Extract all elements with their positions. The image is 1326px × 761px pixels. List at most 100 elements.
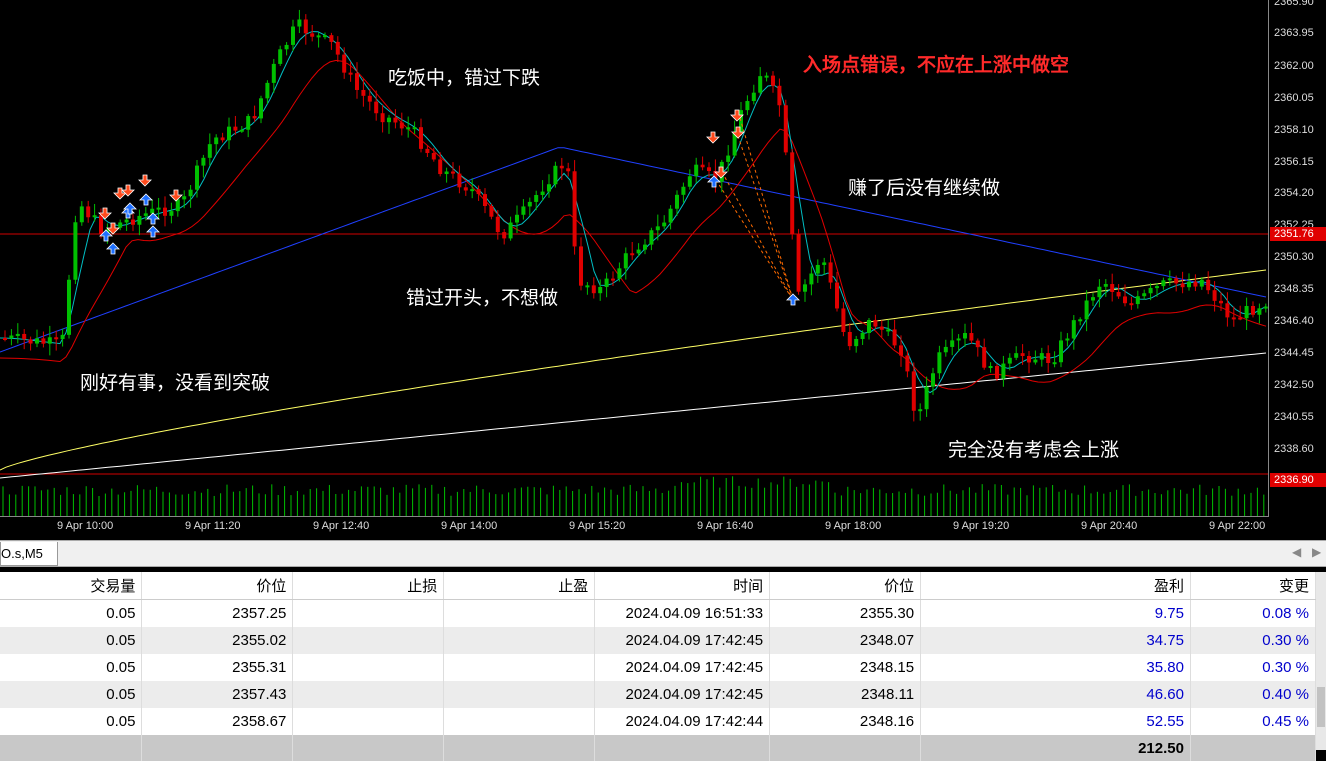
bull-candle (1257, 308, 1262, 315)
tab-chart-symbol[interactable]: O.s,M5 (0, 542, 58, 566)
price-tick: 2342.50 (1274, 379, 1314, 391)
bull-candle (1001, 363, 1006, 379)
sell-marker-icon (106, 222, 120, 235)
bull-candle (246, 116, 251, 130)
bear-candle (1110, 284, 1115, 293)
header-profit[interactable]: 盈利 (920, 572, 1191, 600)
bull-candle (809, 273, 814, 285)
buy-marker-icon (707, 175, 721, 188)
tab-scroll-right-icon[interactable]: ▶ (1312, 545, 1322, 559)
total-filler (443, 735, 596, 761)
tab-scroll-left-icon[interactable]: ◀ (1292, 545, 1302, 559)
price-chart[interactable]: 吃饭中，错过下跌 入场点错误，不应在上涨中做空 赚了后没有继续做 错过开头，不想… (0, 0, 1326, 540)
table-scrollbar-thumb[interactable] (1317, 687, 1325, 727)
bull-candle (732, 131, 737, 156)
sell-marker-icon (121, 184, 135, 197)
bear-candle (399, 122, 404, 129)
header-close-price[interactable]: 价位 (769, 572, 922, 600)
bear-candle (969, 333, 974, 341)
bull-candle (1007, 357, 1012, 364)
bull-candle (406, 127, 411, 130)
bear-candle (54, 337, 59, 340)
bear-candle (905, 355, 910, 372)
buy-marker-icon (146, 225, 160, 238)
chart-canvas[interactable] (0, 0, 1269, 516)
bull-candle (175, 199, 180, 212)
cell-profit: 35.80 (920, 654, 1191, 681)
cell-time: 2024.04.09 17:42:45 (594, 681, 771, 708)
bull-candle (943, 346, 948, 353)
buy-marker-icon (123, 202, 137, 215)
bull-candle (822, 262, 827, 265)
bull-candle (150, 208, 155, 214)
bull-candle (1167, 278, 1172, 281)
bull-candle (35, 338, 39, 344)
annotation-no-continue: 赚了后没有继续做 (848, 177, 1001, 199)
bull-candle (124, 219, 129, 223)
bear-candle (591, 285, 596, 294)
bull-candle (182, 196, 187, 200)
cell-stop-loss (292, 708, 445, 735)
price-tick: 2348.35 (1274, 283, 1314, 295)
buy-marker-icon (786, 293, 800, 306)
table-header-row: 交易量 价位 止损 止盈 时间 价位 盈利 变更 (0, 572, 1317, 600)
bear-candle (1174, 278, 1179, 284)
bull-candle (291, 26, 295, 45)
bear-candle (335, 41, 340, 55)
cell-volume: 0.05 (0, 708, 143, 735)
table-row[interactable]: 0.05 2357.43 2024.04.09 17:42:45 2348.11… (0, 681, 1317, 708)
bull-candle (137, 215, 142, 225)
time-tick: 9 Apr 11:20 (185, 520, 241, 532)
table-row[interactable]: 0.05 2357.25 2024.04.09 16:51:33 2355.30… (0, 599, 1317, 627)
table-row[interactable]: 0.05 2355.02 2024.04.09 17:42:45 2348.07… (0, 627, 1317, 654)
bear-candle (220, 137, 225, 141)
time-tick: 9 Apr 12:40 (313, 520, 370, 532)
table-scrollbar[interactable] (1316, 572, 1326, 750)
bear-candle (783, 105, 788, 153)
cell-open-price: 2357.25 (141, 599, 294, 627)
table-row[interactable]: 0.05 2355.31 2024.04.09 17:42:45 2348.15… (0, 654, 1317, 681)
bull-candle (1155, 286, 1159, 289)
bull-candle (214, 137, 219, 145)
bull-candle (956, 338, 961, 341)
bull-candle (854, 338, 859, 347)
buy-marker-icon (139, 193, 153, 206)
bear-candle (1219, 300, 1223, 304)
buy-marker-icon (99, 229, 113, 242)
cell-volume: 0.05 (0, 627, 143, 654)
bull-candle (1091, 297, 1095, 301)
time-tick: 9 Apr 18:00 (825, 520, 882, 532)
bull-candle (585, 285, 590, 288)
bear-candle (559, 165, 564, 169)
bull-candle (1039, 353, 1044, 360)
bear-candle (1180, 283, 1185, 288)
bear-candle (1238, 317, 1243, 320)
price-tick: 2340.55 (1274, 411, 1314, 423)
annotation-wrong-entry: 入场点错误，不应在上涨中做空 (803, 54, 1070, 76)
bear-candle (841, 308, 846, 332)
header-time[interactable]: 时间 (594, 572, 771, 600)
header-change[interactable]: 变更 (1190, 572, 1317, 600)
bull-candle (143, 213, 148, 216)
time-tick: 9 Apr 22:00 (1209, 520, 1266, 532)
bull-candle (387, 117, 391, 123)
table-row[interactable]: 0.05 2358.67 2024.04.09 17:42:44 2348.16… (0, 708, 1317, 735)
bull-candle (60, 334, 65, 340)
bear-candle (463, 187, 468, 191)
header-volume[interactable]: 交易量 (0, 572, 143, 600)
bull-candle (15, 333, 20, 336)
bull-candle (1142, 293, 1147, 297)
header-open-price[interactable]: 价位 (141, 572, 294, 600)
bull-candle (227, 126, 231, 141)
bear-candle (713, 171, 718, 182)
bull-candle (681, 186, 686, 195)
header-stop-loss[interactable]: 止损 (292, 572, 445, 600)
bull-candle (1084, 300, 1089, 320)
table-total-row: 212.50 (0, 735, 1317, 761)
bear-candle (41, 338, 46, 344)
bull-candle (617, 268, 622, 279)
header-take-profit[interactable]: 止盈 (443, 572, 596, 600)
cell-close-price: 2348.15 (769, 654, 922, 681)
cell-change: 0.30 % (1190, 627, 1317, 654)
price-tick: 2358.10 (1274, 124, 1314, 136)
